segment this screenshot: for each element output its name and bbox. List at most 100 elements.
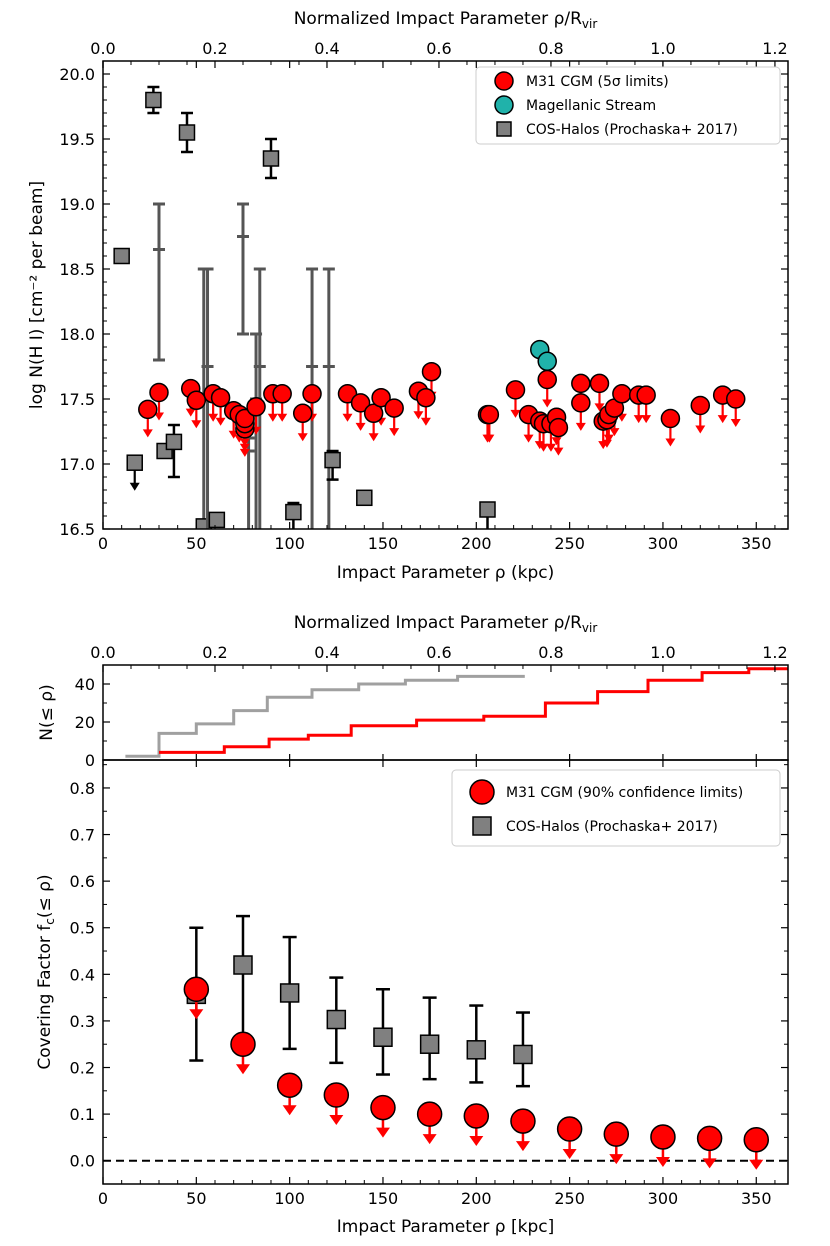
p1-toptick-label: 0.2 xyxy=(202,39,227,58)
m31-limit-head xyxy=(368,433,379,442)
p3-m31-limit-head xyxy=(375,1127,390,1138)
panel3-frame xyxy=(102,759,789,1185)
p3-m31-cgm-point xyxy=(370,1094,396,1121)
m31-cgm-point xyxy=(725,389,746,409)
m31-cgm-point xyxy=(589,373,610,394)
p3-m31-cgm-point xyxy=(230,1031,256,1057)
m31-cgm-point xyxy=(636,385,656,405)
p3-xtick-label: 200 xyxy=(461,1189,492,1208)
p3-m31-limit-head xyxy=(655,1156,670,1167)
m31-cgm-point xyxy=(660,408,681,429)
p1-xtick-label: 200 xyxy=(461,534,492,553)
m31-limit-head xyxy=(542,399,553,408)
p2-toptick-label: 1.2 xyxy=(762,643,787,662)
p3-ytick-label: 0.5 xyxy=(70,919,95,938)
cos-halos-point xyxy=(113,247,130,265)
m31-limit-head xyxy=(523,434,534,443)
p2-toptick-label: 0.8 xyxy=(538,643,563,662)
p1-top-xlabel: Normalized Impact Parameter ρ/Rvir xyxy=(294,9,598,31)
m31-limit-head xyxy=(239,443,250,452)
m31-cgm-point xyxy=(350,393,371,413)
m31-cgm-point xyxy=(537,369,557,390)
p1-ytick-label: 19.5 xyxy=(59,130,95,149)
m31-cgm-point xyxy=(571,373,591,394)
m31-limit-head xyxy=(545,443,556,452)
m31-cgm-point xyxy=(235,408,255,429)
m31-limit-head xyxy=(267,413,278,422)
p3-legend-label: M31 CGM (90% confidence limits) xyxy=(506,785,743,801)
magellanic-stream-point xyxy=(537,351,557,372)
m31-cgm-point xyxy=(505,380,526,400)
p2-ytick-label: 20 xyxy=(75,713,95,732)
p1-legend-box xyxy=(475,66,781,145)
p1-ytick-label: 17.0 xyxy=(59,455,95,474)
p3-cos-halos-point xyxy=(513,1044,533,1065)
m31-cgm-point xyxy=(302,384,322,404)
p3-m31-limit-head xyxy=(749,1159,764,1170)
p1-xtick-label: 150 xyxy=(368,534,399,553)
p1-toptick-label: 1.0 xyxy=(650,39,675,58)
p1-legend-label: COS-Halos (Prochaska+ 2017) xyxy=(526,122,738,138)
m31-limit-head xyxy=(277,413,288,422)
p2-ytick-label: 0 xyxy=(85,751,95,770)
p3-legend-box xyxy=(451,769,781,847)
p3-ytick-label: 0.3 xyxy=(70,1012,95,1031)
p3-xtick-label: 300 xyxy=(648,1189,679,1208)
p1-ytick-label: 20.0 xyxy=(59,65,95,84)
p3-m31-limit-head xyxy=(702,1158,717,1169)
p3-ytick-label: 0.8 xyxy=(70,779,95,798)
p3-m31-limit-head xyxy=(235,1064,250,1075)
p3-ylabel: Covering Factor fc(≤ ρ) xyxy=(35,874,57,1069)
cumulative-cos-halos-line xyxy=(125,674,525,758)
m31-limit-head xyxy=(730,419,741,427)
m31-limit-head xyxy=(389,428,400,437)
p3-m31-cgm-point xyxy=(510,1108,536,1134)
p1-ytick-label: 19.0 xyxy=(59,195,95,214)
p2-toptick-label: 0.6 xyxy=(426,643,451,662)
p3-xtick-label: 100 xyxy=(274,1189,305,1208)
p1-ylabel: log N(H I) [cm⁻² per beam] xyxy=(27,181,47,409)
m31-limit-head xyxy=(538,443,549,452)
p2-toptick-label: 0.4 xyxy=(314,643,339,662)
p1-legend-m31-marker xyxy=(494,71,514,91)
p1-toptick-label: 0.4 xyxy=(314,39,339,58)
cos-halos-point xyxy=(262,150,280,167)
m31-limit-head xyxy=(208,413,219,422)
p3-cos-halos-point xyxy=(326,1009,347,1030)
p3-cos-halos-point xyxy=(466,1040,487,1060)
p3-m31-limit-head xyxy=(282,1105,297,1116)
p1-ytick-label: 17.5 xyxy=(59,390,95,409)
m31-limit-head xyxy=(342,413,353,422)
p3-m31-cgm-point xyxy=(323,1082,350,1108)
cos-halos-point xyxy=(178,124,196,141)
m31-cgm-point xyxy=(548,417,569,438)
p3-xtick-label: 0 xyxy=(98,1189,108,1208)
p3-xtick-label: 250 xyxy=(554,1189,585,1208)
p3-m31-limit-head xyxy=(189,1009,204,1020)
m31-limit-head xyxy=(297,433,308,442)
m31-cgm-point xyxy=(149,382,169,403)
m31-cgm-point xyxy=(479,404,500,425)
p3-m31-limit-head xyxy=(329,1115,344,1126)
m31-limit-head xyxy=(609,428,620,437)
panel2-data xyxy=(125,667,788,758)
p1-xtick-label: 0 xyxy=(98,534,108,553)
p3-ytick-label: 0.2 xyxy=(70,1059,95,1078)
p3-ytick-label: 0.7 xyxy=(70,826,95,845)
p3-m31-limit-head xyxy=(609,1154,624,1165)
p3-m31-limit-head xyxy=(515,1141,530,1152)
m31-cgm-point xyxy=(416,387,436,408)
p1-ytick-label: 18.5 xyxy=(59,260,95,279)
p1-toptick-label: 1.2 xyxy=(762,39,787,58)
m31-cgm-point xyxy=(571,393,591,413)
p1-xtick-label: 300 xyxy=(648,534,679,553)
p3-ytick-label: 0.0 xyxy=(70,1152,95,1171)
m31-cgm-point xyxy=(246,397,266,417)
p1-legend-label: M31 CGM (5σ limits) xyxy=(526,74,669,90)
p3-xtick-label: 50 xyxy=(186,1189,206,1208)
p2-toptick-label: 0.2 xyxy=(202,643,227,662)
m31-cgm-point xyxy=(272,384,292,404)
p3-m31-cgm-point xyxy=(416,1101,443,1127)
p2-toptick-label: 1.0 xyxy=(650,643,675,662)
